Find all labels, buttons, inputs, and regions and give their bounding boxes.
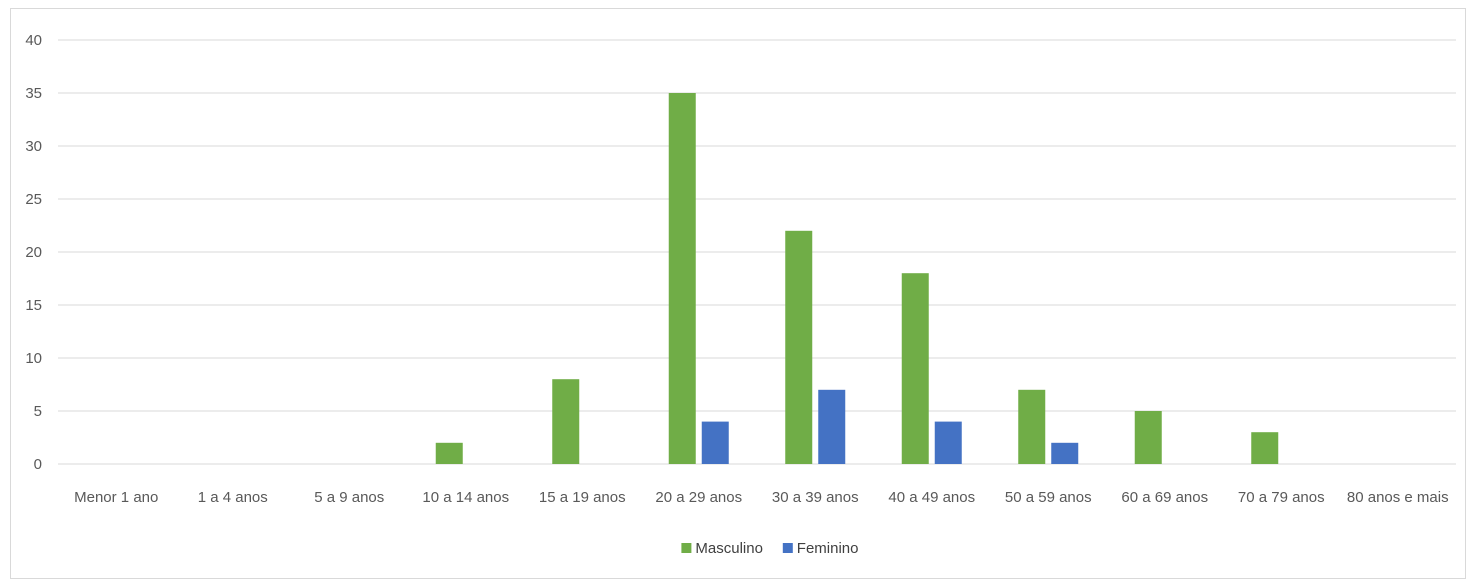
bar-masculino-3 <box>435 442 463 464</box>
bar-masculino-8 <box>1018 389 1046 464</box>
x-tick-label: 1 a 4 anos <box>198 489 268 506</box>
legend-swatch-feminino <box>782 543 793 553</box>
bar-masculino-9 <box>1134 411 1162 464</box>
bar-masculino-7 <box>901 273 929 464</box>
x-tick-label: 50 a 59 anos <box>1005 489 1092 506</box>
y-tick-label: 20 <box>25 244 42 261</box>
y-tick-label: 10 <box>25 350 42 367</box>
x-tick-label: 10 a 14 anos <box>422 489 509 506</box>
x-tick-label: Menor 1 ano <box>74 489 158 506</box>
x-tick-label: 40 a 49 anos <box>888 489 975 506</box>
x-tick-label: 70 a 79 anos <box>1238 489 1325 506</box>
legend-swatch-masculino <box>681 543 692 553</box>
bar-feminino-8 <box>1051 442 1079 464</box>
y-tick-label: 40 <box>25 32 42 49</box>
x-tick-label: 60 a 69 anos <box>1121 489 1208 506</box>
y-tick-label: 15 <box>25 297 42 314</box>
bar-masculino-10 <box>1251 432 1279 464</box>
bar-feminino-5 <box>701 421 729 464</box>
bar-feminino-7 <box>934 421 962 464</box>
bar-masculino-6 <box>785 230 813 464</box>
bar-feminino-6 <box>818 389 846 464</box>
bar-masculino-5 <box>668 93 696 464</box>
legend-label-masculino: Masculino <box>695 540 763 557</box>
chart-frame <box>10 8 1466 579</box>
y-tick-label: 0 <box>34 456 42 473</box>
y-axis-tick-labels: 0 5 10 15 20 25 30 35 40 <box>25 32 42 473</box>
bars <box>435 93 1279 464</box>
x-axis-tick-labels: Menor 1 ano 1 a 4 anos 5 a 9 anos 10 a 14 a… <box>74 489 1448 506</box>
x-tick-label: 15 a 19 anos <box>539 489 626 506</box>
x-tick-label: 5 a 9 anos <box>314 489 384 506</box>
y-tick-label: 30 <box>25 138 42 155</box>
bar-masculino-4 <box>552 379 580 464</box>
y-tick-label: 5 <box>34 403 42 420</box>
gridlines <box>58 39 1456 465</box>
y-tick-label: 25 <box>25 191 42 208</box>
x-tick-label: 80 anos e mais <box>1347 489 1449 506</box>
x-tick-label: 20 a 29 anos <box>655 489 742 506</box>
legend-label-feminino: Feminino <box>797 540 859 557</box>
legend: Masculino Feminino <box>681 540 859 557</box>
x-tick-label: 30 a 39 anos <box>772 489 859 506</box>
y-tick-label: 35 <box>25 85 42 102</box>
